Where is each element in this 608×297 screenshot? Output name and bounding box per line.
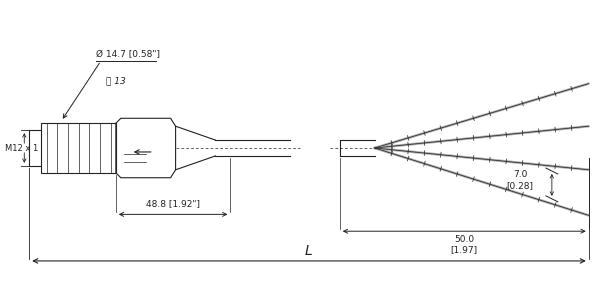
Text: M12 x 1: M12 x 1	[5, 143, 39, 152]
Text: Ø 14.7 [0.58"]: Ø 14.7 [0.58"]	[96, 50, 160, 59]
Text: 50.0
[1.97]: 50.0 [1.97]	[451, 235, 478, 255]
Text: L: L	[305, 244, 313, 258]
Text: 48.8 [1.92"]: 48.8 [1.92"]	[146, 199, 200, 208]
Text: 7.0
[0.28]: 7.0 [0.28]	[506, 170, 533, 190]
Bar	[41, 123, 116, 173]
Text: ⟋ 13: ⟋ 13	[106, 77, 126, 86]
